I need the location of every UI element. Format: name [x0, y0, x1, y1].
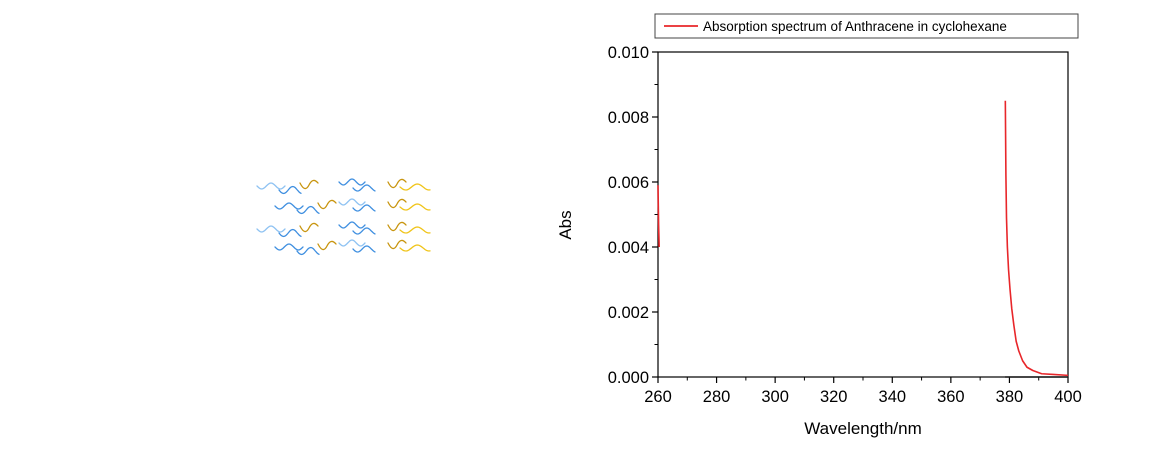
x-tick-label: 300: [761, 388, 789, 406]
x-tick-label: 280: [703, 388, 731, 406]
wave-squiggle: [274, 243, 304, 251]
wave-squiggle: [296, 246, 320, 256]
wave-squiggle: [352, 245, 376, 253]
x-tick-label: 380: [996, 388, 1024, 406]
y-tick-label: 0.004: [608, 239, 649, 257]
wave-squiggle: [387, 178, 407, 189]
y-tick-label: 0.006: [608, 174, 649, 192]
x-tick-label: 260: [644, 388, 672, 406]
y-tick-label: 0.002: [608, 304, 649, 322]
wave-squiggle: [352, 184, 376, 192]
y-axis-ticks: [652, 51, 658, 378]
wave-squiggle: [387, 198, 407, 209]
y-axis-tick-labels: 0.000 0.002 0.004 0.006 0.008 0.010: [608, 44, 649, 387]
wave-squiggle: [296, 205, 320, 215]
series-line-segment: [657, 185, 660, 248]
wave-squiggle: [399, 203, 431, 211]
wave-squiggle: [399, 244, 431, 252]
legend-box: [654, 13, 1079, 39]
wave-squiggle: [256, 225, 286, 233]
wave-squiggle: [317, 199, 337, 210]
wave-squiggle: [274, 202, 304, 210]
x-axis-label: Wavelength/nm: [804, 419, 921, 438]
absorbance-chart: 0.000 0.002 0.004 0.006 0.008 0.010 260 280 300…: [556, 13, 1082, 438]
wave-squiggle: [338, 239, 366, 247]
wave-squiggle: [317, 240, 337, 251]
x-axis-ticks: [657, 377, 1069, 383]
x-tick-label: 360: [937, 388, 965, 406]
y-tick-label: 0.000: [608, 369, 649, 387]
wave-squiggle: [338, 221, 366, 229]
y-axis-label: Abs: [556, 210, 575, 239]
y-tick-label: 0.008: [608, 109, 649, 127]
wave-squiggle: [352, 204, 376, 212]
y-tick-label: 0.010: [608, 44, 649, 62]
x-axis-tick-labels: 260 280 300 320 340 360 380 400: [644, 388, 1082, 406]
x-tick-label: 400: [1054, 388, 1082, 406]
legend-label: Absorption spectrum of Anthracene in cyc…: [703, 19, 1007, 34]
series-layer: [657, 100, 1069, 378]
wave-squiggle: [387, 221, 407, 232]
legend: Absorption spectrum of Anthracene in cyc…: [654, 13, 1079, 39]
wave-squiggle: [338, 178, 366, 186]
wave-squiggle: [387, 239, 407, 250]
x-tick-label: 320: [820, 388, 848, 406]
wave-squiggle: [278, 185, 302, 195]
wave-squiggle: [299, 222, 319, 233]
wave-squiggle: [299, 179, 319, 190]
wave-squiggle: [278, 228, 302, 238]
wave-squiggle: [352, 227, 376, 235]
x-tick-label: 340: [879, 388, 907, 406]
series-line-segment: [1004, 100, 1069, 377]
wave-squiggle: [399, 226, 431, 234]
wave-pattern-ornament: [256, 178, 431, 256]
wave-squiggle: [256, 182, 286, 190]
wave-squiggle: [338, 198, 366, 206]
wave-squiggle: [399, 183, 431, 191]
